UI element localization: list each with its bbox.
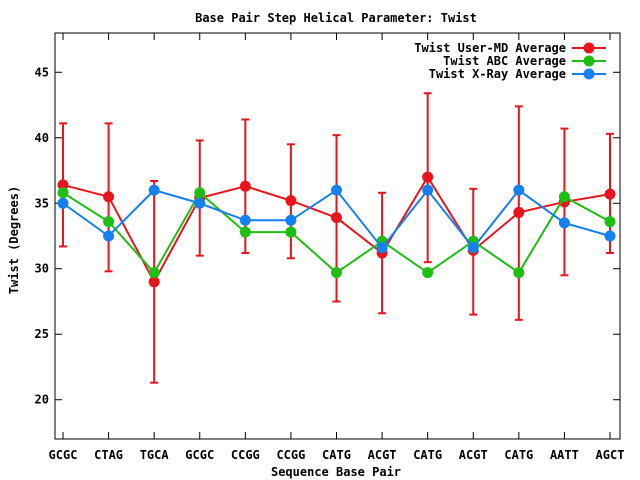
data-point [148, 184, 160, 196]
legend-marker [583, 42, 595, 54]
data-point [57, 197, 69, 209]
y-tick-label: 40 [35, 131, 49, 145]
data-point [239, 214, 251, 226]
x-tick-label: TGCA [140, 448, 170, 462]
data-point [103, 191, 115, 203]
data-point [604, 216, 616, 228]
data-point [331, 212, 342, 224]
x-tick-label: CATG [413, 448, 442, 462]
data-point [513, 267, 525, 279]
legend-label: Twist X-Ray Average [429, 67, 566, 81]
x-axis: GCGC CTAG TGCA GCGC CCGG CCGG CATG ACGT CATG ACGT… [49, 33, 625, 462]
data-point [285, 214, 297, 226]
y-axis: 20 25 30 35 40 45 [35, 65, 620, 407]
y-tick-label: 25 [35, 327, 49, 341]
data-point [285, 226, 297, 238]
data-point [239, 226, 251, 238]
data-point [57, 187, 69, 199]
y-tick-label: 20 [35, 393, 49, 407]
legend-marker [583, 68, 595, 80]
data-point [513, 206, 525, 218]
x-tick-label: AGCT [596, 448, 625, 462]
error-bars [59, 92, 614, 384]
data-point [422, 267, 434, 279]
data-point [103, 230, 115, 242]
x-tick-label: CCGG [276, 448, 305, 462]
data-point [558, 217, 570, 229]
data-point [148, 267, 160, 279]
data-point [331, 184, 342, 196]
plot-frame [54, 32, 621, 440]
data-point [604, 188, 616, 200]
data-point [558, 191, 570, 203]
data-point [513, 184, 525, 196]
data-point [148, 276, 160, 288]
data-point [467, 242, 479, 254]
data-point [422, 184, 434, 196]
data-point [194, 187, 206, 199]
x-tick-label: CCGG [231, 448, 260, 462]
chart-title: Base Pair Step Helical Parameter: Twist [195, 11, 477, 25]
x-tick-label: ACGT [459, 448, 488, 462]
data-point [376, 242, 388, 254]
data-point [422, 171, 434, 183]
series-layer [57, 171, 616, 288]
x-tick-label: GCGC [185, 448, 214, 462]
y-tick-label: 45 [35, 65, 49, 79]
y-tick-label: 30 [35, 262, 49, 276]
data-point [194, 197, 206, 209]
legend-label: Twist ABC Average [443, 54, 566, 68]
legend-label: Twist User-MD Average [414, 41, 566, 55]
data-point [57, 179, 69, 191]
data-point [285, 195, 297, 207]
x-tick-label: ACGT [368, 448, 397, 462]
data-point [331, 267, 342, 279]
y-axis-label: Twist (Degrees) [7, 186, 21, 294]
x-tick-label: CATG [504, 448, 533, 462]
x-tick-label: GCGC [49, 448, 78, 462]
legend-marker [583, 55, 595, 67]
data-point [604, 230, 616, 242]
x-tick-label: CATG [322, 448, 351, 462]
x-tick-label: AATT [550, 448, 579, 462]
y-tick-label: 35 [35, 196, 49, 210]
data-point [103, 216, 115, 228]
x-tick-label: CTAG [94, 448, 123, 462]
data-point [239, 180, 251, 192]
x-axis-label: Sequence Base Pair [271, 465, 401, 479]
